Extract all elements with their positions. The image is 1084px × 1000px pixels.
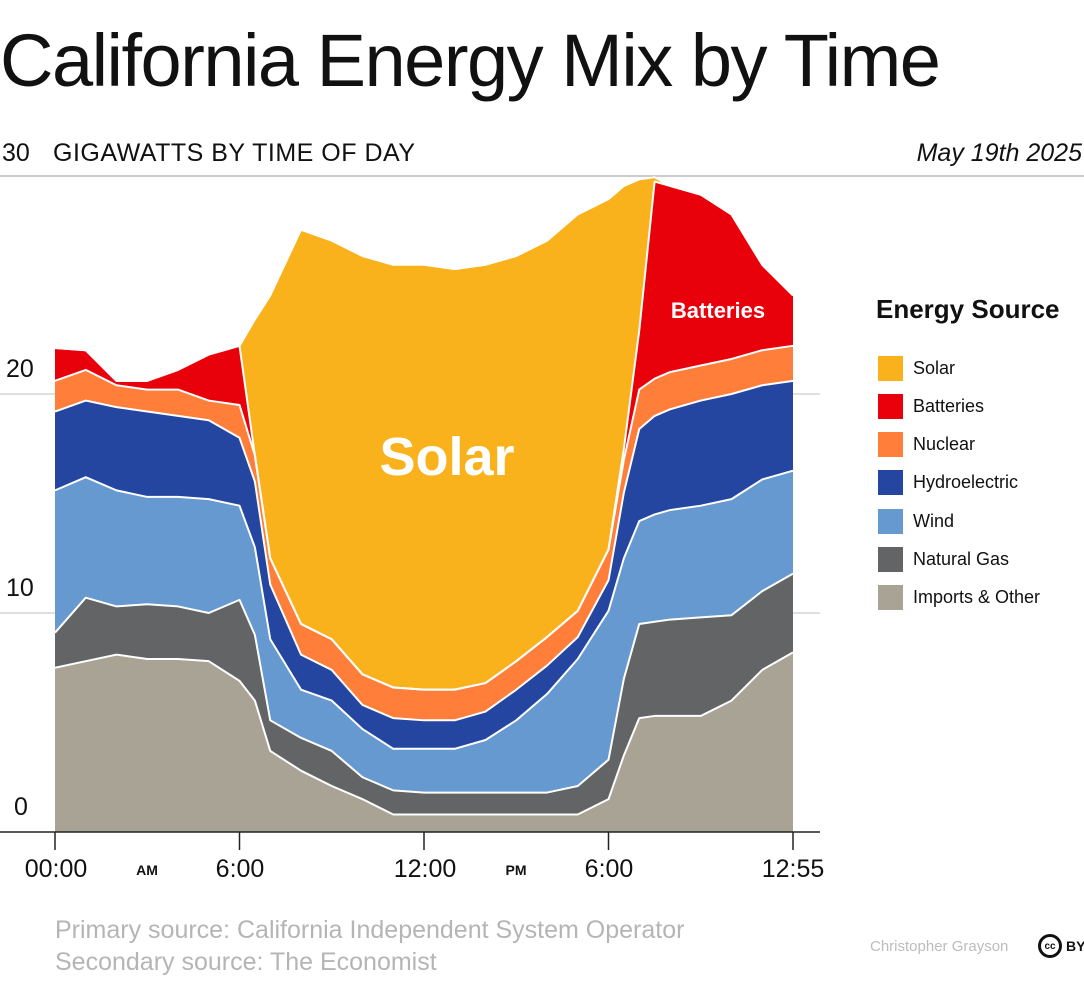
legend-item-batteries: Batteries [878, 393, 984, 419]
pm-label: PM [505, 862, 527, 878]
creative-commons-icon: cc BY [1038, 934, 1084, 958]
area-solar [55, 177, 793, 690]
by-label: BY [1066, 938, 1084, 954]
area-batteries [55, 181, 793, 690]
area-natural-gas [55, 573, 793, 815]
chart-title: California Energy Mix by Time [0, 19, 941, 102]
x-tick-600pm: 6:00 [584, 855, 634, 883]
area-nuclear [55, 345, 793, 721]
boundary-imports-other [54, 651, 794, 816]
legend-label: Batteries [913, 395, 985, 416]
area-wind [55, 470, 793, 793]
area-imports-other [55, 652, 793, 832]
solar-annotation: Solar [379, 427, 514, 487]
legend-swatch [878, 355, 903, 381]
legend-item-nuclear: Nuclear [878, 432, 975, 458]
secondary-source: Secondary source: The Economist [55, 948, 437, 976]
legend-swatch [878, 470, 903, 496]
legend-item-imports-other: Imports & Other [878, 585, 1040, 611]
batteries-annotation: Batteries [671, 298, 765, 323]
x-tick-1255: 12:55 [761, 855, 825, 883]
x-tick-0000: 00:00 [24, 855, 88, 883]
y-tick-20: 20 [6, 355, 34, 383]
legend-label: Natural Gas [913, 549, 1010, 569]
legend-label: Imports & Other [913, 587, 1041, 608]
legend-label: Hydroelectric [913, 472, 1019, 493]
legend-label: Wind [913, 510, 955, 531]
legend-swatch [878, 547, 903, 572]
legend-item-hydroelectric: Hydroelectric [878, 470, 1018, 496]
author-credit: Christopher Grayson [870, 938, 1009, 955]
y-tick-10: 10 [6, 574, 34, 602]
legend-title: Energy Source [876, 294, 1060, 324]
area-hydroelectric [55, 380, 793, 749]
x-tick-600am: 6:00 [215, 855, 265, 883]
primary-source: Primary source: California Independent S… [55, 916, 685, 944]
legend-swatch [878, 585, 903, 611]
x-tick-1200: 12:00 [393, 855, 457, 883]
cc-icon: cc [1038, 934, 1062, 958]
boundary-solar [54, 176, 794, 382]
legend-label: Solar [913, 357, 956, 378]
boundary-wind [54, 469, 794, 750]
chart-date: May 19th 2025 [916, 139, 1082, 167]
chart-subtitle: GIGAWATTS BY TIME OF DAY [53, 139, 416, 167]
y-tick-30: 30 [2, 139, 30, 167]
boundary-hydroelectric [54, 379, 794, 722]
legend-item-solar: Solar [878, 355, 955, 381]
legend-swatch [878, 508, 903, 534]
boundary-natural-gas [54, 572, 794, 794]
am-label: AM [136, 862, 158, 878]
legend-label: Nuclear [913, 434, 976, 455]
legend-item-natural-gas: Natural Gas [878, 547, 1009, 573]
y-tick-0: 0 [14, 793, 28, 821]
legend-swatch [878, 432, 903, 458]
legend-item-wind: Wind [878, 508, 954, 534]
legend-swatch [878, 393, 903, 419]
